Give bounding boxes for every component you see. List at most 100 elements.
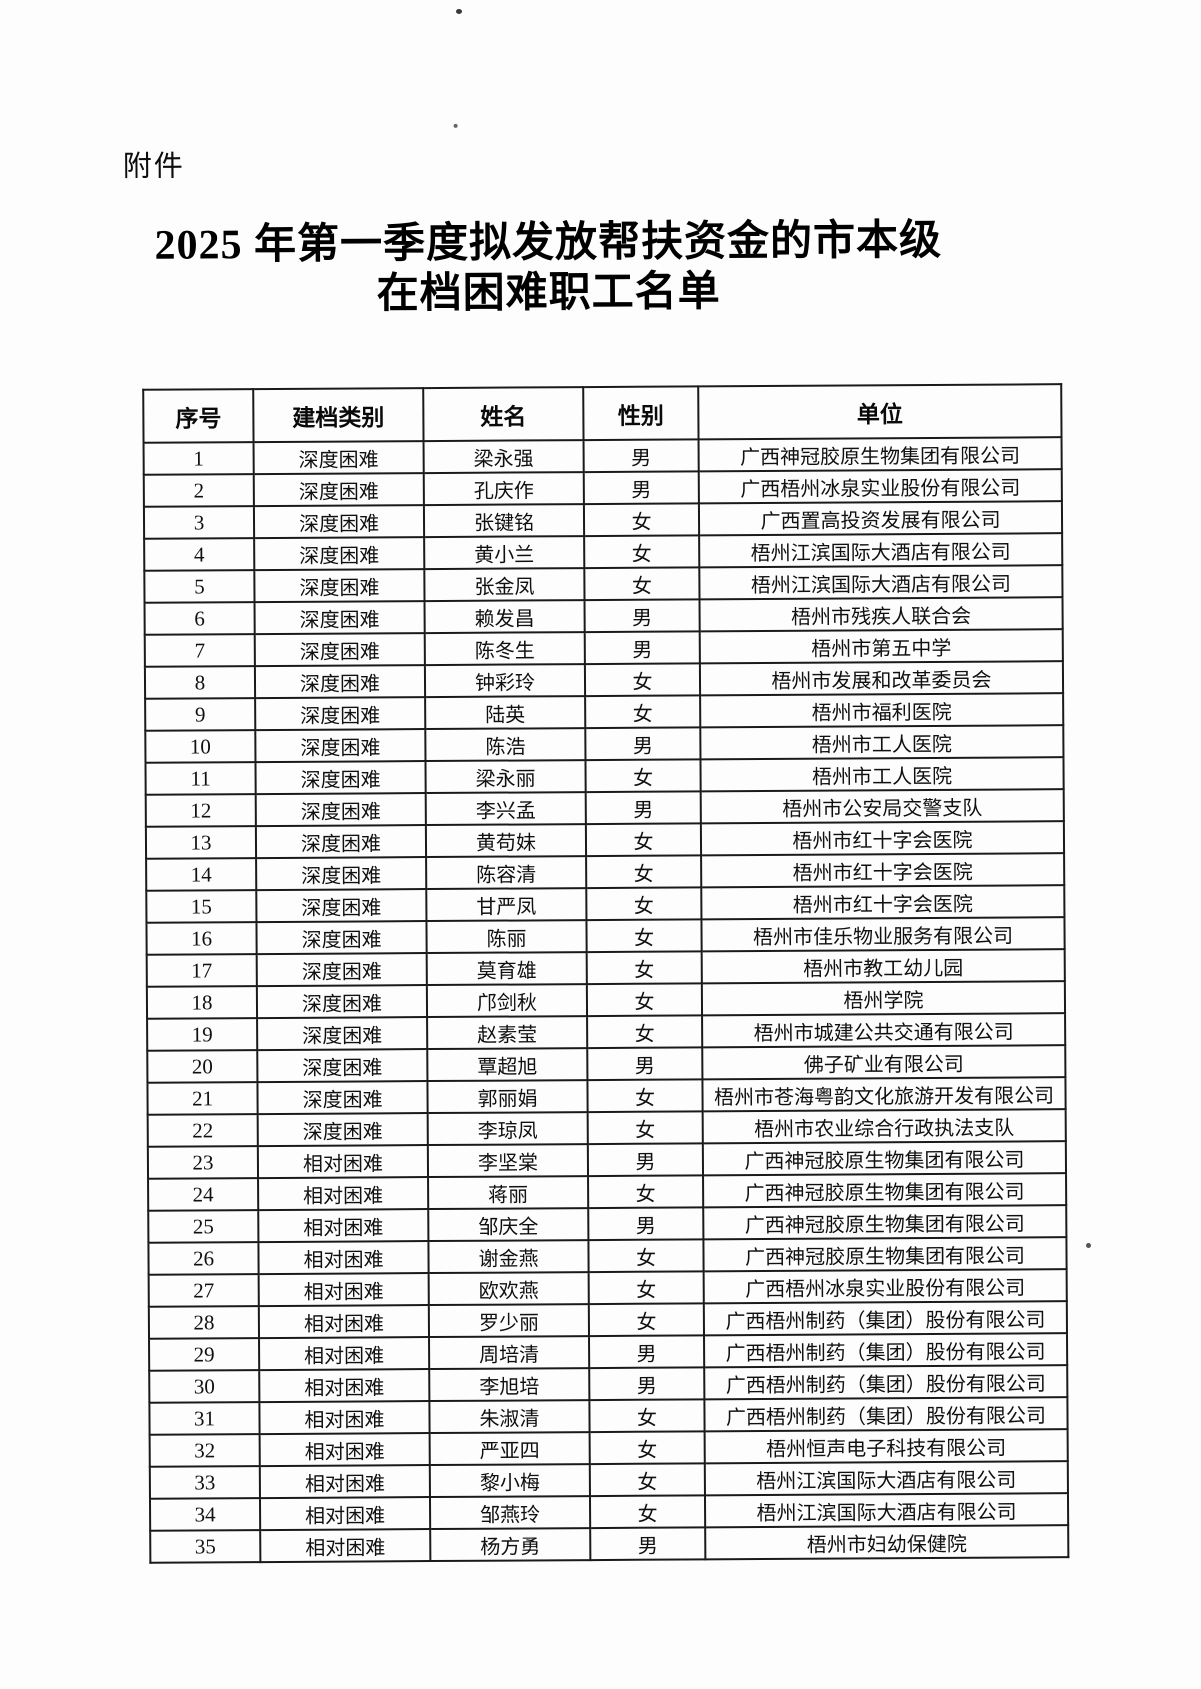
table-cell: 深度困难 [254,569,425,603]
table-cell: 广西梧州冰泉实业股份有限公司 [698,469,1062,504]
table-cell: 梧州市第五中学 [699,629,1063,664]
document-title-line2: 在档困难职工名单 [376,269,721,318]
column-header-unit: 单位 [698,384,1062,440]
scan-speck [1086,1243,1091,1248]
table-cell: 24 [148,1178,259,1211]
scan-speck [453,123,458,128]
table-cell: 梧州市教工幼儿园 [701,949,1065,984]
table-cell: 广西神冠胶原生物集团有限公司 [703,1205,1067,1240]
table-cell: 女 [584,535,700,569]
document-title-line1: 2025 年第一季度拟发放帮扶资金的市本级 [154,217,943,269]
scan-speck [456,9,462,14]
table-cell: 孔庆作 [423,472,584,506]
table-cell: 28 [148,1306,260,1339]
table-cell: 15 [146,890,257,923]
table-cell: 男 [585,791,701,825]
table-cell: 梧州市农业综合行政执法支队 [702,1109,1066,1144]
table-cell: 女 [587,1111,703,1145]
table-cell: 陈容清 [426,856,587,890]
table-cell: 广西置高投资发展有限公司 [698,501,1063,536]
table-cell: 深度困难 [255,825,427,859]
column-header-gender: 性别 [583,386,699,441]
table-cell: 深度困难 [254,537,425,571]
table-cell: 李琼凤 [427,1112,588,1146]
table-cell: 22 [147,1114,258,1147]
table-cell: 深度困难 [255,761,426,795]
table-cell: 赵素莹 [427,1016,588,1050]
header-row: 序号 建档类别 姓名 性别 单位 [143,384,1062,443]
table-cell: 谢金燕 [428,1240,589,1274]
table-cell: 女 [588,1303,705,1337]
table-cell: 深度困难 [253,505,425,539]
document-title: 2025 年第一季度拟发放帮扶资金的市本级 在档困难职工名单 [0,215,1101,322]
table-cell: 男 [584,599,700,633]
table-cell: 18 [146,986,258,1019]
table-cell: 相对困难 [260,1529,431,1563]
table-cell: 23 [147,1146,259,1179]
table-cell: 杨方勇 [430,1528,591,1562]
table-cell: 女 [585,823,702,857]
table-cell: 女 [589,1495,706,1529]
table-cell: 相对困难 [259,1465,430,1499]
table-cell: 12 [145,794,256,827]
table-cell: 11 [145,762,256,795]
table-cell: 6 [144,602,255,635]
table-cell: 30 [149,1370,260,1403]
table-cell: 广西神冠胶原生物集团有限公司 [703,1173,1067,1208]
table-cell: 张金凤 [424,568,585,602]
table-cell: 34 [149,1498,261,1531]
table-cell: 1 [143,442,254,475]
table-cell: 男 [589,1367,705,1401]
table-cell: 女 [589,1463,705,1497]
table-cell: 黄小兰 [424,536,585,570]
table-cell: 相对困难 [257,1145,429,1179]
table-cell: 黄苟妹 [425,824,587,858]
table-cell: 梧州市妇幼保健院 [705,1525,1069,1560]
table-cell: 梧州学院 [701,981,1066,1016]
table-cell: 女 [586,887,702,921]
table-cell: 罗少丽 [428,1304,590,1338]
table-cell: 8 [144,666,256,699]
table-cell: 男 [583,439,699,473]
table-cell: 严亚四 [429,1432,590,1466]
table-cell: 李兴孟 [425,792,586,826]
table-cell: 梧州市佳乐物业服务有限公司 [701,917,1065,952]
table-cell: 女 [588,1239,704,1273]
table-cell: 蒋丽 [428,1176,589,1210]
table-cell: 梁永丽 [425,760,586,794]
table-cell: 男 [589,1335,705,1369]
table-cell: 男 [585,727,701,761]
table-cell: 广西梧州制药（集团）股份有限公司 [704,1365,1068,1400]
table-cell: 深度困难 [255,793,426,827]
table-row: 35 相对困难 杨方勇男梧州市妇幼保健院 [150,1525,1069,1563]
table-cell: 广西神冠胶原生物集团有限公司 [703,1237,1067,1272]
table-body: 1 深度困难 梁永强男广西神冠胶原生物集团有限公司 2 深度困难 孔庆作男广西梧州冰泉实业… [143,437,1069,1563]
table-cell: 陈冬生 [424,632,585,666]
roster-table: 序号 建档类别 姓名 性别 单位 1 深度困难 梁永强男广西神冠胶原生物集团有限公司… [142,383,1069,1564]
table-cell: 10 [145,730,256,763]
table-cell: 梧州市工人医院 [700,757,1064,792]
table-cell: 25 [148,1210,259,1243]
table-cell: 26 [148,1242,259,1275]
table-cell: 深度困难 [257,1081,428,1115]
table-cell: 郭丽娟 [427,1080,588,1114]
table-cell: 广西梧州制药（集团）股份有限公司 [704,1333,1068,1368]
table-cell: 女 [588,1175,704,1209]
table-cell: 相对困难 [259,1337,430,1371]
table-cell: 女 [587,1015,703,1049]
table-cell: 男 [584,631,700,665]
table-cell: 深度困难 [257,1017,428,1051]
table-cell: 梧州市红十字会医院 [701,885,1065,920]
table-cell: 梧州恒声电子科技有限公司 [704,1429,1068,1464]
table-cell: 深度困难 [254,665,426,699]
table-cell: 19 [147,1018,258,1051]
table-cell: 梧州市公安局交警支队 [700,789,1064,824]
table-cell: 女 [586,919,702,953]
table-cell: 女 [589,1431,705,1465]
table-cell: 男 [590,1527,706,1561]
table-cell: 朱淑清 [429,1400,590,1434]
table-cell: 周培清 [429,1336,590,1370]
table-cell: 深度困难 [253,473,424,507]
table-cell: 张键铭 [423,504,585,538]
